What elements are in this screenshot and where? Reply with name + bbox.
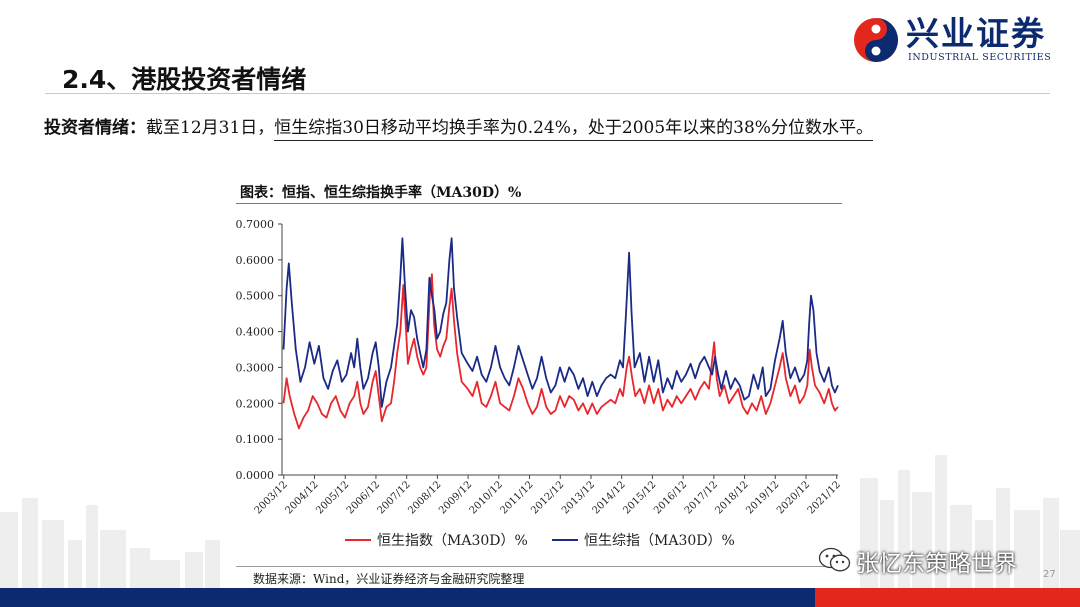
x-tick-label: 2021/12 <box>806 479 843 516</box>
y-tick-label: 0.5000 <box>236 290 275 303</box>
summary-prefix: 截至12月31日， <box>146 118 275 138</box>
footer-red-band <box>815 588 1080 607</box>
summary-text: 投资者情绪：截至12月31日，恒生综指30日移动平均换手率为0.24%，处于20… <box>44 113 873 141</box>
series-line-hsi <box>282 273 839 430</box>
y-tick-label: 0.1000 <box>236 433 275 446</box>
summary-highlight: 恒生综指30日移动平均换手率为0.24%，处于2005年以来的38%分位数水平。 <box>274 118 873 141</box>
watermark: 张忆东策略世界 <box>818 544 1080 577</box>
watermark-text: 张忆东策略世界 <box>856 551 1017 577</box>
logo-name-cn: 兴业证券 <box>906 14 1046 53</box>
logo-name-en: INDUSTRIAL SECURITIES <box>908 52 1052 63</box>
y-axis: 0.0000 0.1000 0.2000 0.3000 0.4000 0.5000 0.60… <box>236 218 283 482</box>
title-divider <box>45 93 1050 94</box>
legend-label: 恒生综指（MA30D）% <box>584 533 735 549</box>
industrial-securities-logo-icon <box>854 18 898 62</box>
y-tick-label: 0.3000 <box>236 361 275 374</box>
footer-bar <box>0 588 1080 607</box>
summary-lead: 投资者情绪： <box>44 118 146 138</box>
source-divider <box>236 566 842 567</box>
data-source-note: 数据来源：Wind，兴业证券经济与金融研究院整理 <box>253 572 525 586</box>
y-tick-label: 0.6000 <box>236 254 275 267</box>
page-number: 27 <box>1043 569 1056 580</box>
y-tick-label: 0.2000 <box>236 397 275 410</box>
footer-blue-band <box>0 588 815 607</box>
chart-title: 图表：恒指、恒生综指换手率（MA30D）% <box>240 185 522 201</box>
y-tick-label: 0.0000 <box>236 469 275 482</box>
y-tick-label: 0.7000 <box>236 218 275 231</box>
company-logo: 兴业证券 INDUSTRIAL SECURITIES <box>852 14 1067 66</box>
chart-legend: 恒生指数（MA30D）% 恒生综指（MA30D）% <box>345 533 735 549</box>
y-tick-label: 0.4000 <box>236 326 275 339</box>
series-lines <box>282 237 839 430</box>
series-line-hsci <box>282 237 839 408</box>
x-axis: 2003/122004/122005/122006/122007/122008/… <box>253 474 843 516</box>
chart-title-divider <box>236 203 842 204</box>
wechat-icon <box>818 547 851 572</box>
legend-label: 恒生指数（MA30D）% <box>377 533 528 549</box>
section-title: 2.4、港股投资者情绪 <box>62 65 307 94</box>
